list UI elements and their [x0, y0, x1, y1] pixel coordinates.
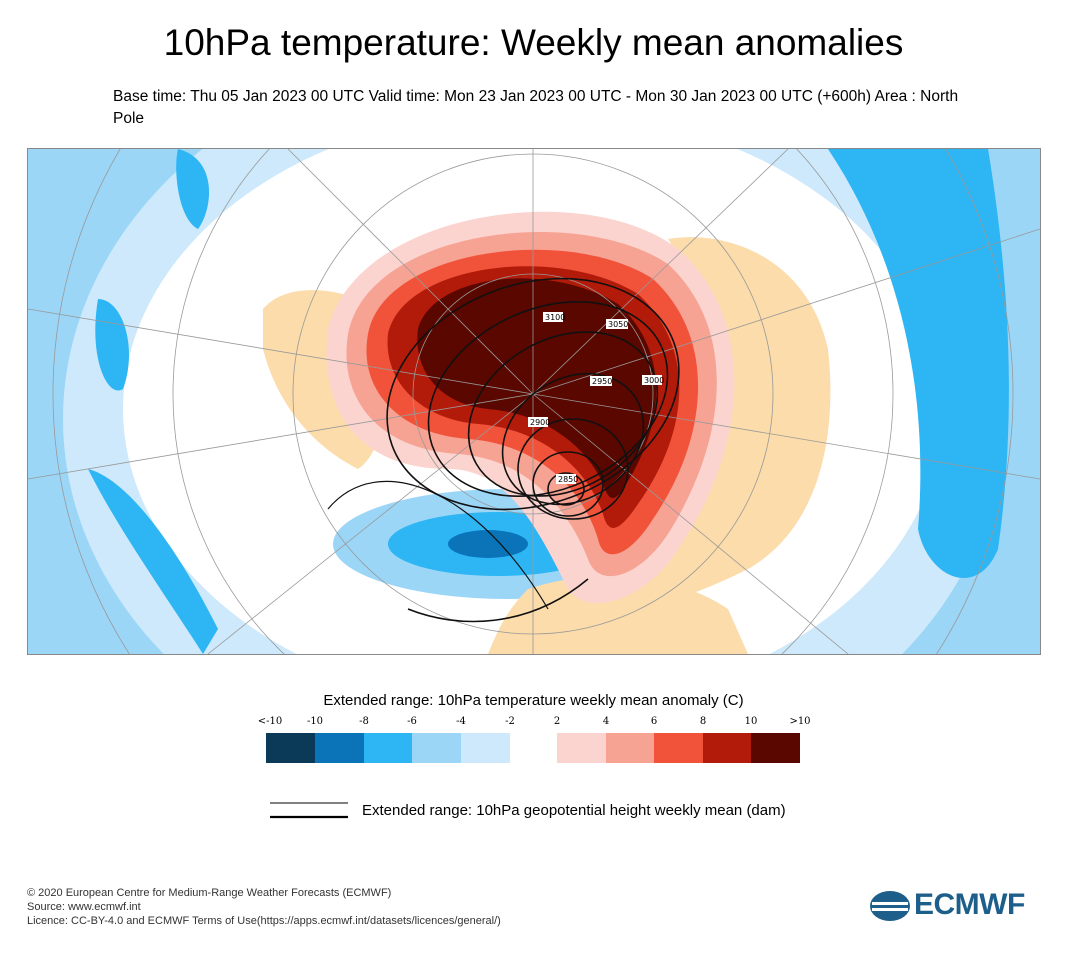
contour-line-legend-icon: [270, 802, 348, 819]
contour-label-3100: 3100: [545, 313, 565, 322]
ecmwf-logo-icon: [870, 891, 910, 921]
contour-label-group: 3100 3050 3000 2950 2900 2850: [528, 312, 664, 484]
legend-swatch-warm: [606, 733, 655, 763]
legend-title: Extended range: 10hPa temperature weekly…: [323, 692, 744, 709]
anomaly-map-svg: 3100 3050 3000 2950 2900 2850: [28, 149, 1040, 654]
contour-line-legend-label: Extended range: 10hPa geopotential heigh…: [362, 802, 786, 819]
footer-copyright: © 2020 European Centre for Medium-Range …: [27, 887, 392, 899]
legend-tick-label: 10: [744, 716, 758, 727]
graticule: [28, 149, 1040, 654]
legend-swatch-cold: [412, 733, 461, 763]
cold-blob-nw: [176, 149, 210, 229]
legend-tick-label: -8: [359, 716, 369, 727]
legend-swatch-cold: [364, 733, 413, 763]
legend-tick-label: -2: [505, 716, 515, 727]
contour-label-3000: 3000: [644, 376, 664, 385]
contour-label-2900: 2900: [530, 418, 550, 427]
legend-tick-label: 4: [602, 716, 610, 727]
legend-tick-label: <-10: [257, 716, 283, 727]
cold-anomaly-atlantic-core: [448, 530, 528, 558]
land-africa-med: [488, 575, 748, 654]
land-eurasia: [588, 237, 831, 608]
legend-swatch-cold: [266, 733, 315, 763]
copyright-footer: © 2020 European Centre for Medium-Range …: [27, 886, 501, 928]
legend-swatch-warm: [703, 733, 752, 763]
legend-tick-label: -6: [407, 716, 417, 727]
chart-title: 10hPa temperature: Weekly mean anomalies: [163, 22, 904, 63]
legend-tick-label: 8: [699, 716, 707, 727]
legend-tick-label: 6: [650, 716, 658, 727]
polar-map: 3100 3050 3000 2950 2900 2850: [27, 148, 1041, 655]
legend-tick-label: -10: [306, 716, 324, 727]
legend-swatch-warm: [751, 733, 800, 763]
cold-blob-east: [828, 149, 1009, 578]
height-contours: [327, 277, 680, 623]
contour-label-2850: 2850: [558, 475, 578, 484]
legend-swatch-warm: [557, 733, 606, 763]
legend-tick-label: 2: [553, 716, 561, 727]
legend-swatch-warm: [654, 733, 703, 763]
footer-source: Source: www.ecmwf.int: [27, 901, 141, 913]
legend-swatch-cold: [461, 733, 510, 763]
ecmwf-logo-text: ECMWF: [914, 888, 1025, 921]
contour-label-3050: 3050: [608, 320, 628, 329]
chart-subtitle: Base time: Thu 05 Jan 2023 00 UTC Valid …: [113, 88, 959, 127]
legend-tick-label: -4: [456, 716, 466, 727]
contour-label-2950: 2950: [592, 377, 612, 386]
footer-licence: Licence: CC-BY-4.0 and ECMWF Terms of Us…: [27, 915, 501, 927]
legend-swatch-cold: [315, 733, 364, 763]
legend-tick-label: >10: [789, 716, 811, 727]
cold-blob-sw: [88, 469, 218, 654]
